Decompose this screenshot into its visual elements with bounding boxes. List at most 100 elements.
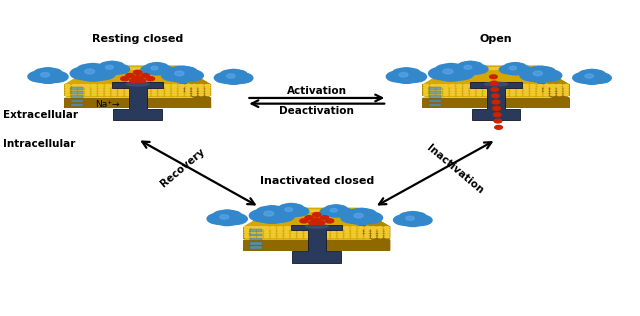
Circle shape bbox=[304, 233, 310, 236]
Circle shape bbox=[108, 64, 131, 75]
Circle shape bbox=[311, 209, 318, 212]
Circle shape bbox=[212, 210, 234, 221]
Circle shape bbox=[297, 231, 303, 234]
Circle shape bbox=[118, 91, 124, 94]
Circle shape bbox=[516, 91, 522, 94]
Circle shape bbox=[71, 91, 77, 94]
Circle shape bbox=[164, 93, 171, 96]
Circle shape bbox=[75, 64, 111, 82]
Circle shape bbox=[81, 84, 88, 87]
Circle shape bbox=[523, 93, 529, 96]
Circle shape bbox=[351, 235, 356, 239]
Circle shape bbox=[399, 212, 419, 222]
Bar bbox=[71, 91, 83, 94]
Circle shape bbox=[481, 67, 488, 70]
Circle shape bbox=[346, 208, 369, 220]
Circle shape bbox=[243, 226, 250, 229]
Polygon shape bbox=[358, 208, 390, 239]
Circle shape bbox=[371, 231, 377, 234]
Circle shape bbox=[155, 84, 161, 87]
Circle shape bbox=[111, 91, 117, 94]
Circle shape bbox=[317, 226, 323, 229]
Circle shape bbox=[175, 66, 198, 77]
Circle shape bbox=[578, 70, 598, 80]
Circle shape bbox=[185, 91, 191, 94]
Circle shape bbox=[185, 84, 191, 87]
Circle shape bbox=[293, 226, 300, 229]
Circle shape bbox=[516, 88, 522, 92]
Circle shape bbox=[243, 233, 250, 236]
Circle shape bbox=[384, 226, 390, 229]
Circle shape bbox=[397, 212, 428, 227]
Circle shape bbox=[218, 209, 237, 219]
Circle shape bbox=[550, 86, 556, 89]
Circle shape bbox=[160, 67, 166, 70]
Circle shape bbox=[367, 226, 373, 229]
Circle shape bbox=[483, 84, 489, 87]
Circle shape bbox=[543, 86, 549, 89]
Circle shape bbox=[340, 211, 366, 224]
Circle shape bbox=[375, 226, 381, 229]
Circle shape bbox=[158, 88, 164, 92]
Polygon shape bbox=[422, 98, 570, 108]
Circle shape bbox=[98, 62, 126, 76]
Circle shape bbox=[557, 93, 563, 96]
Circle shape bbox=[317, 231, 323, 234]
Circle shape bbox=[33, 68, 55, 79]
Circle shape bbox=[509, 63, 527, 71]
Circle shape bbox=[463, 86, 469, 89]
Circle shape bbox=[399, 68, 421, 79]
Circle shape bbox=[334, 209, 341, 212]
Circle shape bbox=[125, 93, 131, 96]
Circle shape bbox=[277, 226, 283, 229]
Circle shape bbox=[443, 86, 449, 89]
Circle shape bbox=[106, 65, 113, 69]
Circle shape bbox=[491, 88, 499, 91]
Circle shape bbox=[428, 67, 456, 80]
Circle shape bbox=[129, 79, 138, 83]
Circle shape bbox=[205, 86, 211, 89]
Circle shape bbox=[463, 67, 469, 70]
Circle shape bbox=[111, 93, 117, 96]
Circle shape bbox=[131, 84, 138, 87]
Circle shape bbox=[536, 69, 563, 82]
Circle shape bbox=[463, 88, 469, 92]
Circle shape bbox=[354, 213, 364, 218]
Circle shape bbox=[530, 91, 536, 94]
Circle shape bbox=[534, 66, 556, 77]
Circle shape bbox=[158, 86, 164, 89]
Circle shape bbox=[436, 93, 442, 96]
Polygon shape bbox=[112, 82, 163, 120]
Circle shape bbox=[257, 231, 263, 234]
Circle shape bbox=[227, 70, 248, 80]
Circle shape bbox=[364, 233, 370, 236]
Circle shape bbox=[443, 84, 449, 87]
Circle shape bbox=[330, 235, 337, 239]
Circle shape bbox=[429, 84, 435, 87]
Circle shape bbox=[496, 91, 502, 94]
Circle shape bbox=[326, 219, 334, 223]
Circle shape bbox=[344, 231, 350, 234]
Circle shape bbox=[171, 84, 178, 87]
Circle shape bbox=[122, 84, 129, 87]
Circle shape bbox=[312, 213, 321, 217]
Circle shape bbox=[178, 91, 184, 94]
Circle shape bbox=[476, 88, 483, 92]
Circle shape bbox=[512, 65, 532, 75]
Circle shape bbox=[524, 67, 557, 83]
Circle shape bbox=[486, 67, 492, 70]
Circle shape bbox=[164, 88, 171, 92]
Circle shape bbox=[270, 228, 276, 231]
Polygon shape bbox=[422, 65, 570, 84]
Circle shape bbox=[470, 93, 476, 96]
Circle shape bbox=[104, 91, 111, 94]
Circle shape bbox=[155, 67, 162, 70]
Circle shape bbox=[147, 84, 153, 87]
Circle shape bbox=[205, 91, 211, 94]
Circle shape bbox=[151, 84, 157, 87]
Circle shape bbox=[191, 93, 198, 96]
Circle shape bbox=[167, 66, 189, 77]
Polygon shape bbox=[422, 84, 570, 96]
Circle shape bbox=[279, 209, 285, 212]
Circle shape bbox=[493, 113, 501, 117]
